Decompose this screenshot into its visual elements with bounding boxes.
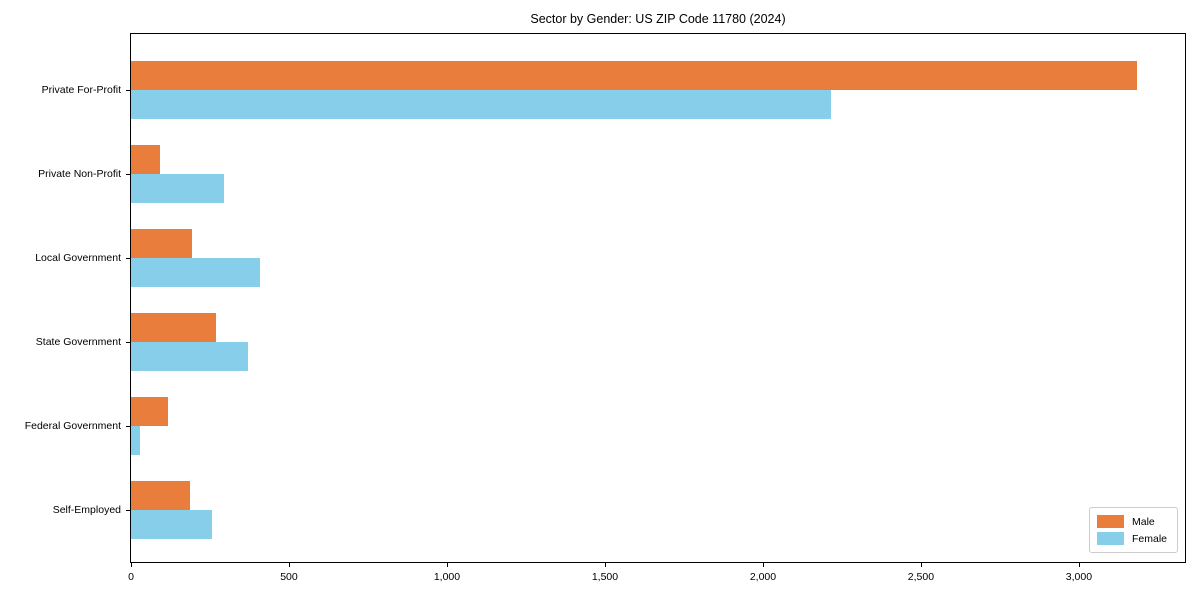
- bar-female: [131, 342, 248, 372]
- bar-female: [131, 426, 140, 456]
- male-series-swatch: [1097, 515, 1124, 528]
- bar-male: [131, 229, 192, 259]
- x-tick-mark: [762, 563, 764, 567]
- legend-label-male: Male: [1132, 515, 1155, 528]
- plot-area: Private For-Profit Private Non-Profit Loca…: [25, 33, 1186, 583]
- bar-female: [131, 90, 831, 119]
- x-tick-mark: [1078, 563, 1080, 567]
- y-tick-label: Private For-Profit: [41, 84, 121, 96]
- legend: Male Female: [1089, 507, 1178, 553]
- x-tick-label: 0: [128, 571, 134, 583]
- y-tick-mark: [126, 258, 130, 260]
- y-tick-mark: [126, 426, 130, 428]
- bar-male: [131, 313, 217, 343]
- y-tick-mark: [126, 342, 130, 344]
- bar-male: [131, 397, 168, 427]
- bar-male: [131, 145, 161, 175]
- x-tick-label: 3,000: [1065, 571, 1093, 583]
- chart-title: Sector by Gender: US ZIP Code 11780 (202…: [530, 12, 786, 26]
- x-tick-label: 2,000: [749, 571, 777, 583]
- bar-male: [131, 481, 191, 511]
- y-tick-label: Private Non-Profit: [38, 168, 121, 181]
- legend-label-female: Female: [1132, 532, 1168, 545]
- y-tick-mark: [126, 510, 130, 512]
- y-tick-mark: [126, 174, 130, 176]
- x-tick-mark: [604, 563, 606, 567]
- y-tick-mark: [126, 90, 130, 91]
- x-tick-label: 2,500: [907, 571, 935, 583]
- y-tick-label: State Government: [35, 336, 121, 349]
- x-tick-label: 1,500: [591, 571, 619, 583]
- x-tick-mark: [446, 563, 448, 567]
- bar-female: [131, 258, 260, 288]
- bar-female: [131, 174, 224, 204]
- x-tick-label: 1,000: [433, 571, 461, 583]
- bar-female: [131, 510, 213, 540]
- female-series-swatch: [1097, 532, 1124, 545]
- legend-entry-male: Male: [1097, 515, 1177, 528]
- y-tick-label: Federal Government: [24, 420, 121, 433]
- x-tick-mark: [288, 563, 290, 567]
- y-tick-label: Self-Employed: [52, 504, 121, 517]
- bar-male: [131, 61, 1137, 90]
- x-tick-mark: [920, 563, 922, 567]
- y-tick-label: Local Government: [35, 252, 121, 265]
- x-tick-label: 500: [280, 571, 298, 583]
- x-tick-mark: [131, 563, 132, 567]
- legend-entry-female: Female: [1097, 532, 1177, 545]
